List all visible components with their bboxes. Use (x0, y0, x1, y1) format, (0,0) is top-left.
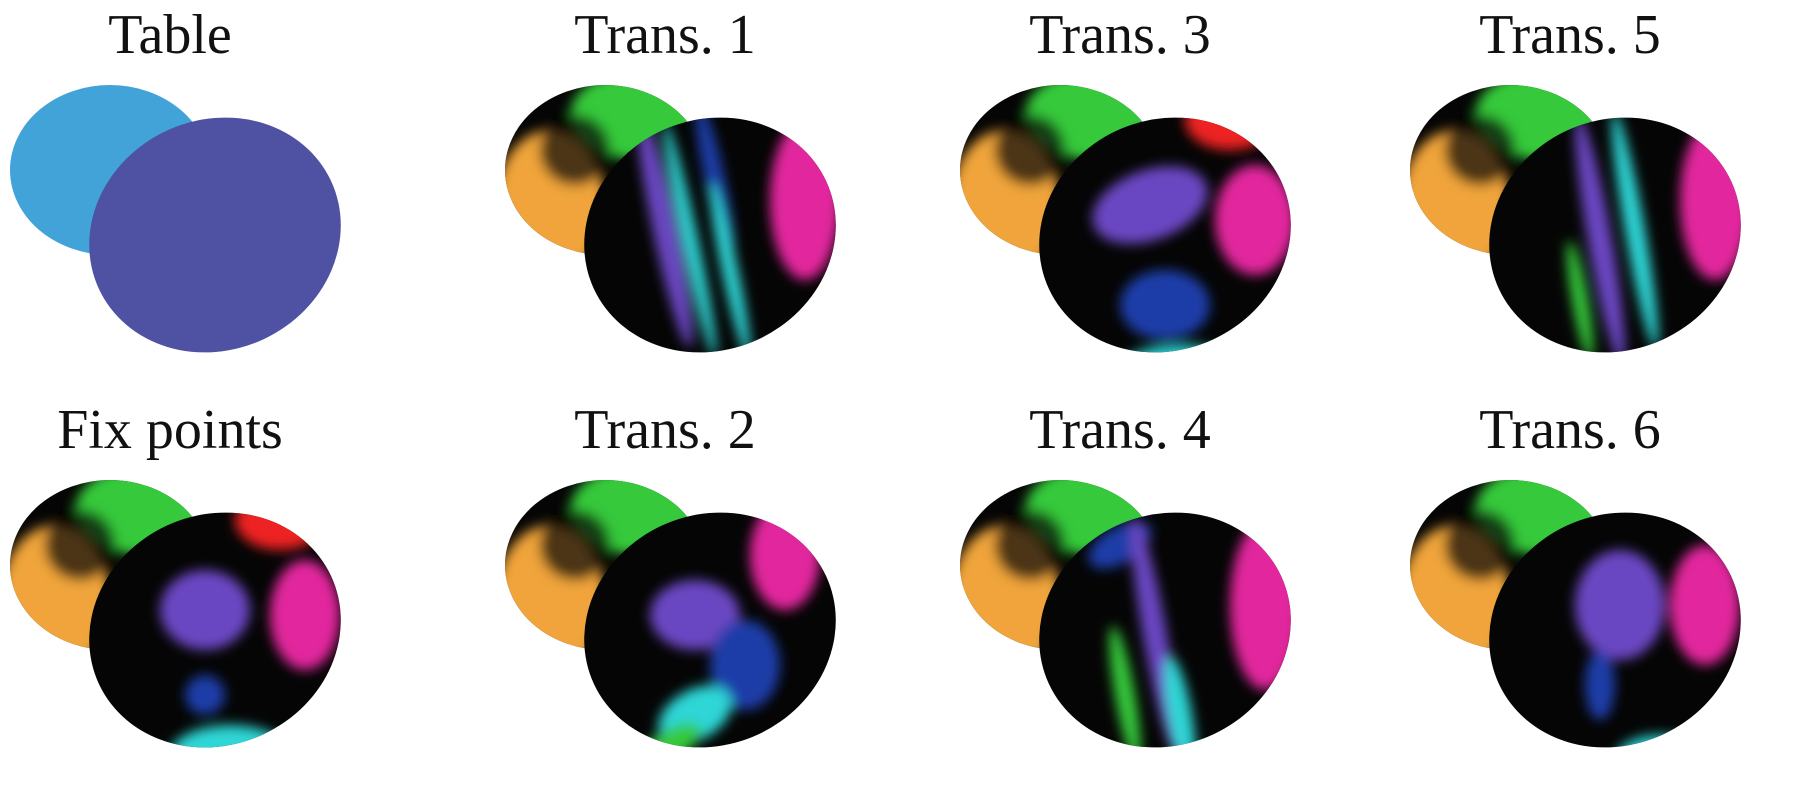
panel-label: Trans. 2 (574, 399, 756, 461)
color-patch (1575, 550, 1665, 660)
color-patch (1566, 240, 1594, 360)
panel-label: Fix points (57, 399, 283, 461)
panel-fix-points: Fix points (0, 395, 380, 785)
color-patch (160, 570, 250, 650)
color-patch (710, 620, 780, 710)
color-patch (185, 675, 225, 715)
panel-trans-1: Trans. 1 (455, 0, 875, 390)
color-patch (1120, 345, 1240, 390)
panel-trans-4: Trans. 4 (910, 395, 1330, 785)
panel-table: Table (0, 0, 380, 390)
color-patch (170, 725, 290, 785)
color-patch (770, 120, 840, 280)
table-illustration (10, 85, 341, 353)
color-patch (1185, 90, 1275, 150)
panel-trans-3: Trans. 3 (910, 0, 1330, 390)
color-patch (1611, 111, 1659, 349)
large-ellipse (89, 117, 341, 353)
trans-6-illustration (1410, 480, 1780, 785)
color-patch (1575, 116, 1625, 364)
trans-3-illustration (960, 85, 1330, 390)
color-patch (235, 490, 325, 550)
trans-5-illustration (1410, 85, 1780, 390)
trans-1-illustration (505, 85, 875, 390)
panel-label: Trans. 3 (1029, 4, 1211, 66)
panel-trans-6: Trans. 6 (1360, 395, 1780, 785)
color-patch (709, 181, 751, 359)
panel-label: Trans. 4 (1029, 399, 1211, 461)
color-patch (270, 560, 340, 670)
color-patch (1670, 545, 1740, 665)
color-patch (663, 122, 717, 358)
color-patch (1230, 520, 1300, 690)
color-patch (750, 500, 820, 610)
color-patch (1215, 165, 1295, 275)
color-patch (1615, 735, 1705, 785)
color-patch (1109, 626, 1141, 764)
panel-trans-2: Trans. 2 (455, 395, 875, 785)
color-patch (1092, 166, 1208, 244)
color-patch (650, 580, 740, 650)
panel-label: Table (108, 4, 232, 66)
trans-2-illustration (505, 480, 875, 785)
panel-label: Trans. 6 (1479, 399, 1661, 461)
color-patch (637, 112, 693, 348)
color-patch (1680, 120, 1750, 280)
fix-points-illustration (10, 480, 380, 785)
color-patch (1120, 270, 1210, 340)
panel-trans-5: Trans. 5 (1360, 0, 1780, 390)
panel-label: Trans. 1 (574, 4, 756, 66)
trans-4-illustration (960, 480, 1330, 785)
panel-label: Trans. 5 (1479, 4, 1661, 66)
color-patch (1585, 650, 1615, 720)
